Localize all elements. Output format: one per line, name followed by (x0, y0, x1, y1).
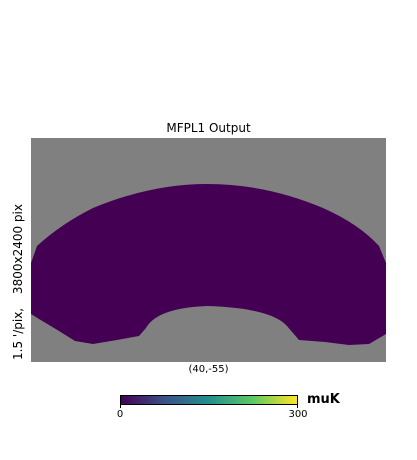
colorbar (120, 395, 298, 405)
colorbar-tick-min (120, 405, 121, 408)
resolution-label: 1.5 '/pix, (11, 307, 25, 360)
coverage-region (31, 184, 386, 345)
colorbar-unit: muK (307, 392, 340, 407)
colorbar-label-min: 0 (116, 409, 124, 420)
y-axis-label: 1.5 '/pix, 3800x2400 pix (11, 194, 25, 360)
sky-map (31, 138, 386, 362)
center-coordinates: (40,-55) (188, 364, 229, 375)
colorbar-label-max: 300 (288, 409, 308, 420)
colorbar-tick-max (297, 405, 298, 408)
size-label: 3800x2400 pix (11, 204, 25, 295)
chart-title: MFPL1 Output (166, 121, 251, 135)
sky-map-canvas (31, 184, 386, 345)
